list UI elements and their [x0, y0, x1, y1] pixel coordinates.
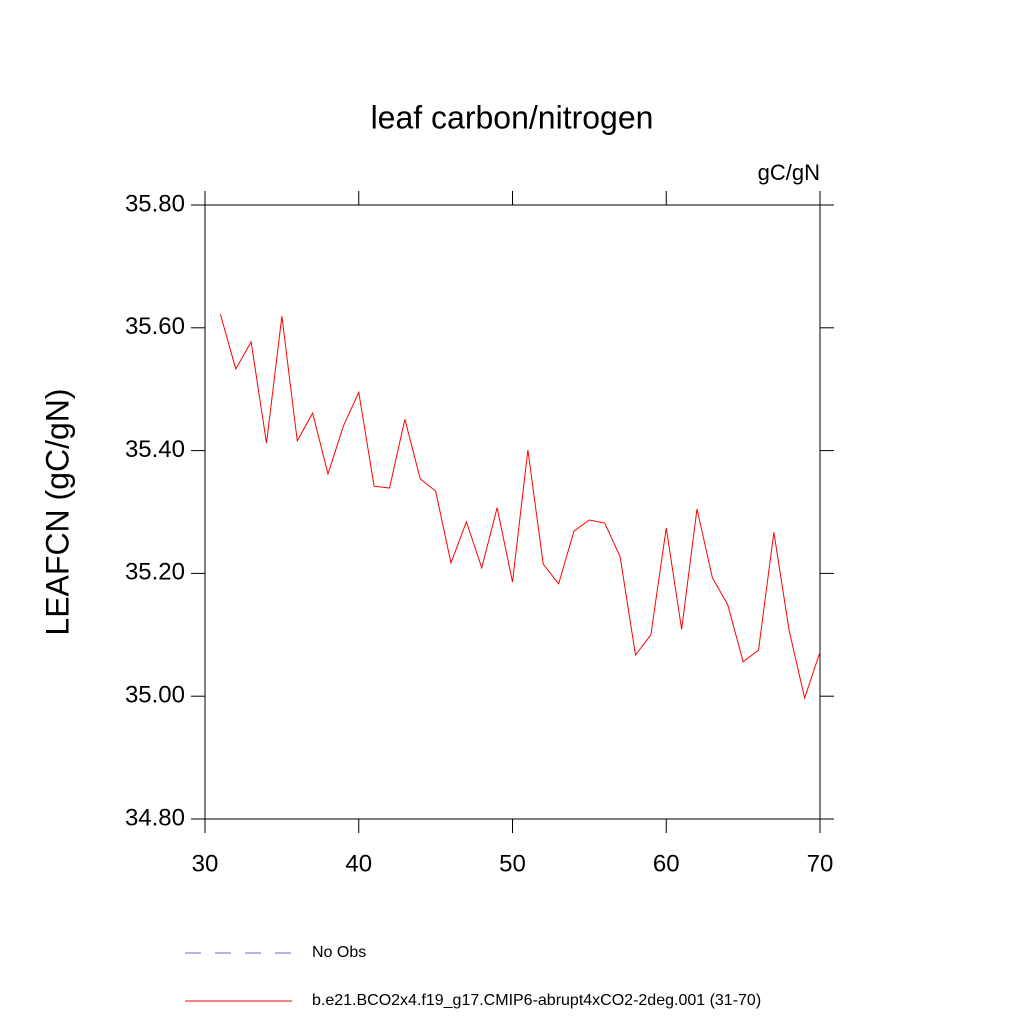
y-tick-label: 34.80 [125, 804, 185, 831]
x-tick-label: 40 [345, 850, 372, 877]
x-tick-label: 70 [807, 850, 834, 877]
y-tick-label: 35.80 [125, 190, 185, 217]
y-tick-label: 35.40 [125, 436, 185, 463]
x-tick-label: 50 [499, 850, 526, 877]
legend-label: b.e21.BCO2x4.f19_g17.CMIP6-abrupt4xCO2-2… [312, 992, 761, 1009]
y-axis-label: LEAFCN (gC/gN) [39, 388, 75, 635]
chart-title: leaf carbon/nitrogen [371, 99, 654, 135]
x-tick-label: 30 [192, 850, 219, 877]
data-line [219, 314, 821, 700]
y-tick-label: 35.60 [125, 313, 185, 340]
plot-frame [204, 204, 821, 820]
y-tick-label: 35.00 [125, 682, 185, 709]
legend-label: No Obs [312, 944, 366, 961]
y-tick-label: 35.20 [125, 559, 185, 586]
x-tick-label: 60 [653, 850, 680, 877]
units-label: gC/gN [758, 160, 820, 185]
